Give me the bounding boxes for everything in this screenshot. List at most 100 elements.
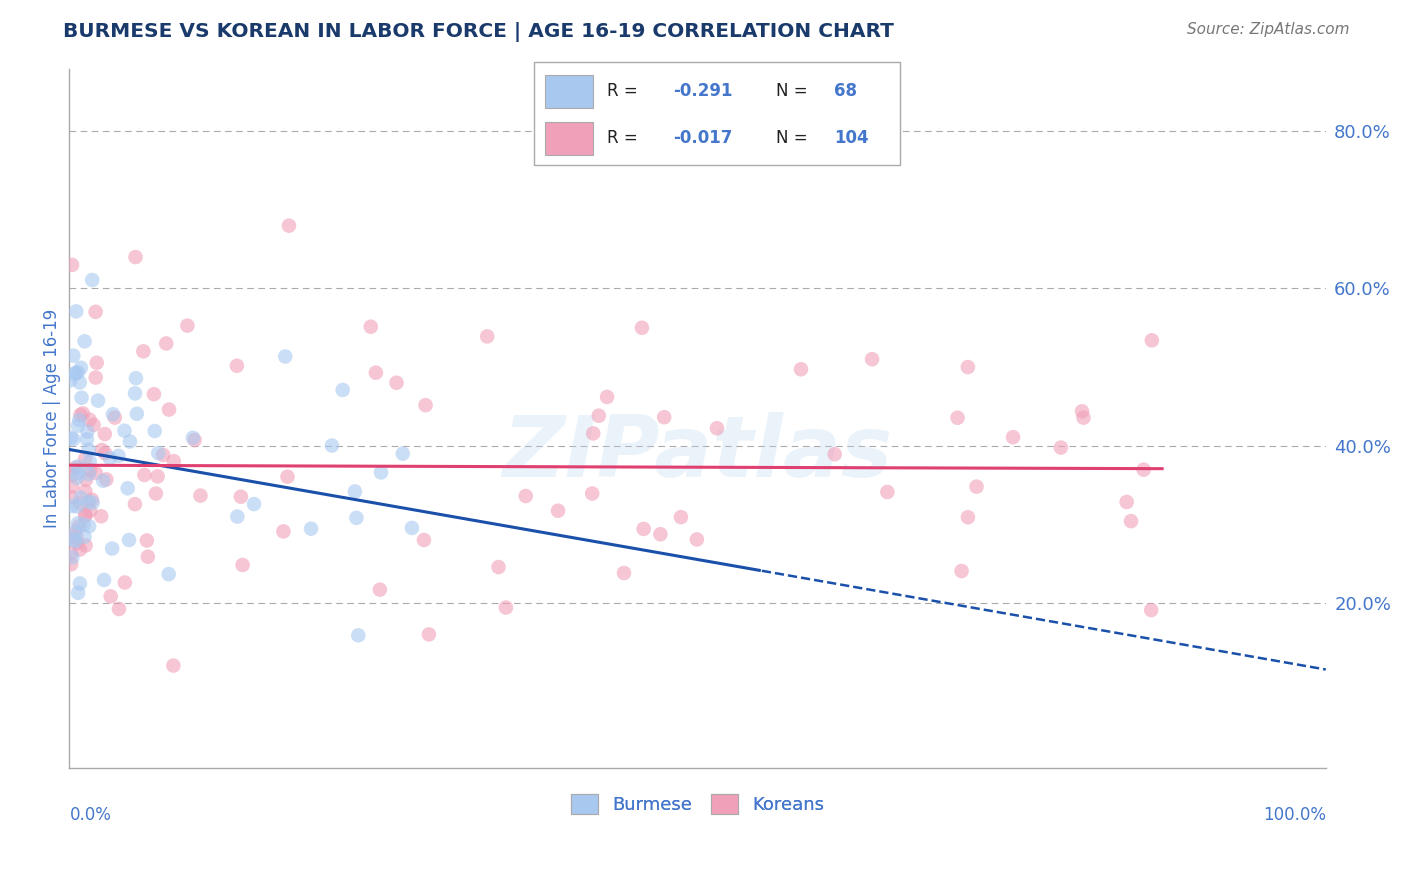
Y-axis label: In Labor Force | Age 16-19: In Labor Force | Age 16-19 — [44, 309, 60, 528]
Point — [70, 491, 93, 505]
Point — [79, 463, 101, 477]
Point — [273, 524, 295, 539]
Point — [82, 496, 104, 510]
Point — [343, 484, 366, 499]
Point — [148, 446, 170, 460]
Point — [581, 486, 603, 500]
Point — [588, 409, 610, 423]
Point — [104, 410, 127, 425]
Point — [73, 334, 96, 349]
Point — [346, 511, 368, 525]
Point — [391, 447, 413, 461]
Point — [225, 359, 247, 373]
Point — [65, 524, 87, 539]
Point — [69, 542, 91, 557]
Point — [124, 386, 146, 401]
Point — [65, 304, 87, 318]
Point — [163, 454, 186, 468]
Point — [415, 398, 437, 412]
Text: N =: N = — [776, 128, 807, 147]
Point — [62, 349, 84, 363]
Point — [107, 449, 129, 463]
Point — [276, 469, 298, 483]
Point — [1071, 404, 1094, 418]
Point — [66, 516, 89, 531]
Point — [66, 467, 89, 481]
Point — [80, 492, 103, 507]
FancyBboxPatch shape — [534, 62, 900, 165]
Point — [125, 371, 148, 385]
Point — [101, 541, 124, 556]
Point — [77, 467, 100, 481]
Point — [162, 658, 184, 673]
Point — [117, 481, 139, 495]
Point — [860, 352, 883, 367]
Point — [547, 504, 569, 518]
Point — [669, 510, 692, 524]
Point — [66, 536, 89, 550]
Point — [956, 510, 979, 524]
Point — [278, 219, 301, 233]
Point — [790, 362, 813, 376]
Point — [488, 560, 510, 574]
Point — [73, 517, 96, 532]
Point — [70, 360, 93, 375]
Point — [118, 434, 141, 449]
Point — [495, 600, 517, 615]
Point — [136, 549, 159, 564]
Point — [274, 350, 297, 364]
Text: 0.0%: 0.0% — [69, 806, 111, 824]
Point — [76, 432, 98, 446]
Point — [118, 533, 141, 547]
Point — [650, 527, 672, 541]
Point — [70, 391, 93, 405]
Point — [143, 424, 166, 438]
Point — [75, 508, 97, 522]
Point — [418, 627, 440, 641]
Text: 100.0%: 100.0% — [1263, 806, 1326, 824]
Point — [62, 499, 84, 513]
Point — [135, 533, 157, 548]
Point — [75, 484, 97, 499]
Point — [824, 447, 846, 461]
Point — [1002, 430, 1025, 444]
Point — [90, 509, 112, 524]
Point — [76, 425, 98, 439]
Point — [60, 490, 83, 504]
Legend: Burmese, Koreans: Burmese, Koreans — [564, 788, 831, 822]
Point — [66, 418, 89, 433]
Point — [77, 495, 100, 509]
Point — [91, 474, 114, 488]
Point — [477, 329, 499, 343]
Point — [1115, 495, 1137, 509]
Point — [157, 567, 180, 582]
Point — [145, 486, 167, 500]
Text: 104: 104 — [834, 128, 869, 147]
Point — [142, 387, 165, 401]
Text: R =: R = — [607, 128, 638, 147]
Text: ZIPatlas: ZIPatlas — [502, 411, 893, 494]
Point — [94, 427, 117, 442]
Point — [98, 451, 121, 466]
Point — [60, 527, 83, 541]
Point — [946, 410, 969, 425]
Point — [100, 590, 122, 604]
Point — [77, 519, 100, 533]
Point — [652, 410, 675, 425]
Point — [60, 468, 83, 483]
Point — [66, 471, 89, 485]
Point — [114, 424, 136, 438]
Bar — [546, 122, 593, 155]
Point — [69, 408, 91, 422]
Point — [96, 472, 118, 486]
Point — [181, 431, 204, 445]
Point — [62, 432, 84, 446]
Point — [385, 376, 408, 390]
Point — [582, 426, 605, 441]
Point — [84, 466, 107, 480]
Point — [87, 393, 110, 408]
Point — [1073, 410, 1095, 425]
Point — [229, 490, 252, 504]
Point — [1050, 441, 1073, 455]
Point — [631, 320, 654, 334]
